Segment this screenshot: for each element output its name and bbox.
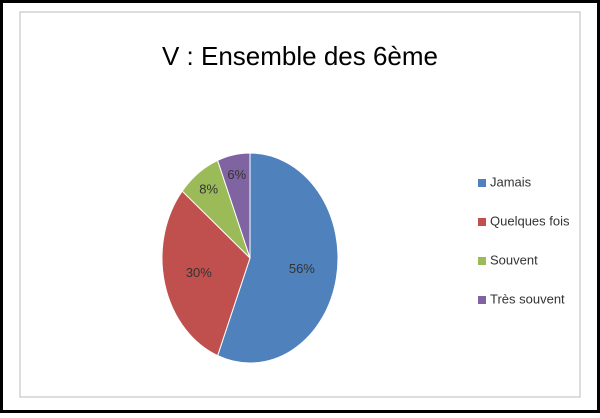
pie-slice <box>216 152 251 259</box>
data-label: 6% <box>227 167 246 182</box>
legend-label: Jamais <box>490 174 532 189</box>
data-label: 30% <box>186 265 212 280</box>
pie-slice <box>161 190 251 357</box>
legend-label: Souvent <box>490 252 538 267</box>
legend-swatch <box>478 257 486 265</box>
legend-swatch <box>478 179 486 187</box>
legend-label: Quelques fois <box>490 213 570 228</box>
pie-slice <box>216 152 339 364</box>
legend-label: Très souvent <box>490 291 565 306</box>
legend-swatch <box>478 218 486 226</box>
legend-swatch <box>478 296 486 304</box>
chart-title: V : Ensemble des 6ème <box>162 41 438 71</box>
data-label: 8% <box>199 181 218 196</box>
data-label: 56% <box>289 261 315 276</box>
